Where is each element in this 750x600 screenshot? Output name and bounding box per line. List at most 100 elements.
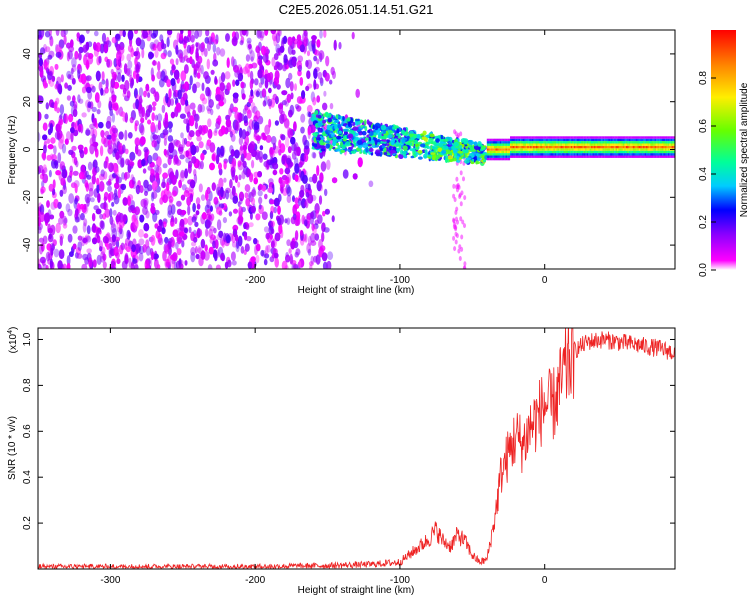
spectrogram-cell: [554, 150, 557, 154]
spectrogram-cell: [191, 216, 197, 223]
spectrogram-cell: [525, 141, 528, 144]
spectrogram-cell: [162, 163, 168, 169]
spectrogram-cell: [281, 100, 288, 106]
spectrogram-cell: [185, 99, 189, 107]
spectrogram-cell: [170, 111, 175, 119]
spectrogram-cell: [306, 50, 311, 57]
spectrogram-cell: [669, 143, 671, 146]
spectrogram-cell: [292, 36, 296, 42]
spectrogram-cell: [319, 30, 323, 39]
spectrogram-cell: [656, 143, 658, 146]
spectrogram-cell: [505, 155, 508, 158]
spectrogram-cell: [435, 138, 440, 143]
spectrogram-cell: [659, 145, 661, 149]
spectrogram-cell: [488, 157, 490, 161]
spectrogram-cell: [592, 145, 595, 149]
spectrogram-cell: [256, 88, 261, 96]
spectrogram-cell: [502, 138, 505, 142]
spectrogram-cell: [455, 216, 458, 222]
spectrogram-cell: [501, 138, 503, 142]
spectrogram-cell: [633, 155, 635, 158]
spectrogram-cell: [59, 189, 64, 197]
spectrogram-cell: [97, 100, 102, 109]
spectrogram-cell: [264, 95, 268, 106]
spectrogram-cell: [367, 129, 370, 134]
spectrogram-cell: [98, 121, 104, 129]
spectrogram-cell: [458, 244, 462, 250]
spectrogram-cell: [605, 138, 608, 142]
spectrogram-cell: [154, 124, 159, 134]
spectrogram-cell: [96, 177, 100, 186]
spectrogram-cell: [538, 143, 541, 146]
spectrogram-cell: [625, 138, 628, 142]
spectrogram-cell: [666, 145, 668, 149]
spectrogram-cell: [306, 111, 311, 118]
spectrogram-cell: [643, 145, 645, 149]
spectrogram-cell: [428, 137, 434, 144]
spectrogram-cell: [152, 134, 158, 140]
spectrogram-cell: [206, 58, 210, 70]
spectrogram-cell: [150, 234, 156, 246]
spectrogram-cell: [530, 141, 532, 144]
spectrogram-cell: [563, 138, 566, 142]
spectrogram-cell: [455, 176, 459, 182]
spectrogram-cell: [150, 191, 155, 202]
spectrogram-cell: [523, 138, 525, 142]
spectrogram-cell: [566, 136, 568, 139]
spectrogram-cell: [644, 141, 647, 144]
spectrogram-cell: [54, 131, 61, 140]
spectrogram-cell: [608, 145, 610, 149]
spectrogram-cell: [527, 143, 529, 146]
spectrogram-cell: [554, 145, 557, 149]
spectrogram-cell: [233, 64, 239, 73]
spectrogram-cell: [212, 59, 219, 67]
spectrogram-cell: [507, 157, 509, 161]
spectrogram-cell: [537, 138, 540, 142]
spectrogram-cell: [591, 141, 593, 144]
spectrogram-cell: [357, 157, 363, 168]
spectrogram-cell: [631, 136, 634, 139]
spectrogram-cell: [499, 145, 502, 149]
spectrogram-cell: [651, 153, 654, 156]
spectrogram-cell: [560, 136, 563, 139]
spectrogram-cell: [517, 138, 519, 142]
spectrogram-cell: [524, 148, 526, 151]
spectrogram-cell: [517, 136, 519, 139]
spectrogram-cell: [502, 150, 505, 154]
spectrogram-cell: [504, 157, 506, 161]
spectrogram-cell: [151, 180, 158, 191]
spectrogram-cell: [510, 148, 512, 151]
spectrogram-cell: [155, 172, 160, 181]
spectrogram-cell: [551, 155, 554, 158]
spectrogram-cell: [494, 148, 496, 151]
spectrogram-cell: [150, 205, 156, 214]
spectrogram-cell: [578, 138, 580, 142]
spectrogram-cell: [560, 138, 563, 142]
spectrogram-cell: [537, 155, 540, 158]
spectrogram-cell: [521, 150, 524, 154]
spectrogram-cell: [573, 138, 576, 142]
spectrogram-cell: [660, 138, 663, 142]
spectrogram-cell: [627, 153, 629, 156]
spectrogram-cell: [580, 145, 583, 149]
spectrogram-cell: [67, 233, 73, 243]
spectrogram-cell: [570, 143, 573, 146]
spectrogram-cell: [218, 210, 223, 216]
spectrogram-cell: [362, 126, 366, 129]
spectrogram-cell: [215, 121, 221, 130]
spectrogram-cell: [536, 145, 538, 149]
spectrogram-cell: [258, 204, 262, 210]
spectrogram-cell: [185, 150, 190, 158]
spectrogram-cell: [99, 145, 104, 157]
spectrogram-cell: [179, 113, 186, 119]
spectrogram-cell: [107, 144, 113, 155]
spectrogram-cell: [343, 128, 349, 132]
spectrogram-cell: [459, 170, 463, 176]
spectrogram-cell: [87, 101, 92, 108]
spectrogram-cell: [78, 171, 84, 180]
spectrogram-cell: [637, 145, 639, 149]
spectrogram-cell: [313, 255, 318, 263]
spectrogram-cell: [206, 186, 211, 195]
spectrogram-cell: [232, 195, 239, 204]
spectrogram-cell: [670, 145, 673, 149]
